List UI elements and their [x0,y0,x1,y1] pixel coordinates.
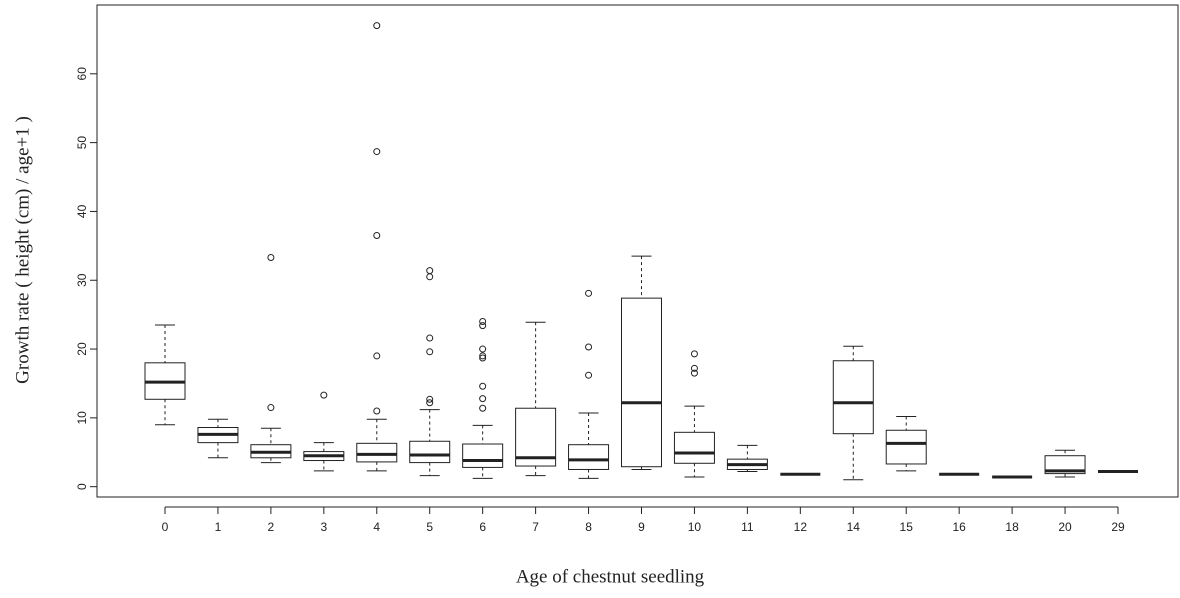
box [621,297,662,468]
outlier [585,371,593,379]
x-tick-label: 29 [1111,520,1125,534]
x-tick-label: 2 [268,520,275,534]
x-tick-label: 4 [373,520,380,534]
x-axis-title: Age of chestnut seedling [516,566,705,587]
x-tick-label: 10 [688,520,702,534]
x-tick-label: 18 [1005,520,1019,534]
outlier [690,369,698,377]
outlier [426,334,434,342]
outlier [479,382,487,390]
y-axis-title: Growth rate ( height (cm) / age+1 ) [12,116,33,384]
x-tick-label: 0 [162,520,169,534]
outlier [479,352,487,360]
outlier [690,364,698,372]
box [462,443,504,468]
x-tick-label: 16 [952,520,966,534]
x-tick-label: 6 [479,520,486,534]
y-tick-label: 60 [75,67,89,81]
outlier [479,404,487,412]
x-tick-label: 7 [532,520,539,534]
outlier [585,289,593,297]
box [885,429,927,465]
x-tick-label: 3 [320,520,327,534]
outlier [426,399,434,407]
outlier [690,350,698,358]
box [673,431,715,464]
outlier [426,348,434,356]
outlier [479,345,487,353]
outlier [320,391,328,399]
x-tick-label: 8 [585,520,592,534]
y-tick-label: 10 [75,411,89,425]
outlier [426,267,434,275]
outlier [373,352,381,360]
box [568,444,610,470]
outlier [585,343,593,351]
outlier [426,273,434,281]
x-tick-label: 12 [794,520,808,534]
outlier [479,354,487,362]
x-tick-label: 11 [741,520,754,534]
box [1044,455,1086,475]
box [356,442,398,463]
outlier [373,148,381,156]
y-tick-label: 50 [75,136,89,150]
outlier [479,395,487,403]
outlier [373,232,381,240]
outlier [373,407,381,415]
plot-frame [96,4,1179,498]
outlier [479,318,487,326]
box [409,440,451,464]
x-tick-label: 14 [847,520,861,534]
x-tick-label: 1 [215,520,222,534]
x-tick-label: 20 [1058,520,1072,534]
outlier [267,254,275,262]
x-tick-label: 15 [900,520,914,534]
outlier [426,395,434,403]
outlier [479,322,487,330]
outlier [373,22,381,30]
y-tick-label: 30 [75,273,89,287]
x-tick-label: 5 [426,520,433,534]
y-tick-label: 40 [75,204,89,218]
x-tick-label: 9 [638,520,645,534]
y-tick-label: 20 [75,342,89,356]
y-tick-label: 0 [75,483,89,490]
box [832,360,874,435]
outlier [267,404,275,412]
